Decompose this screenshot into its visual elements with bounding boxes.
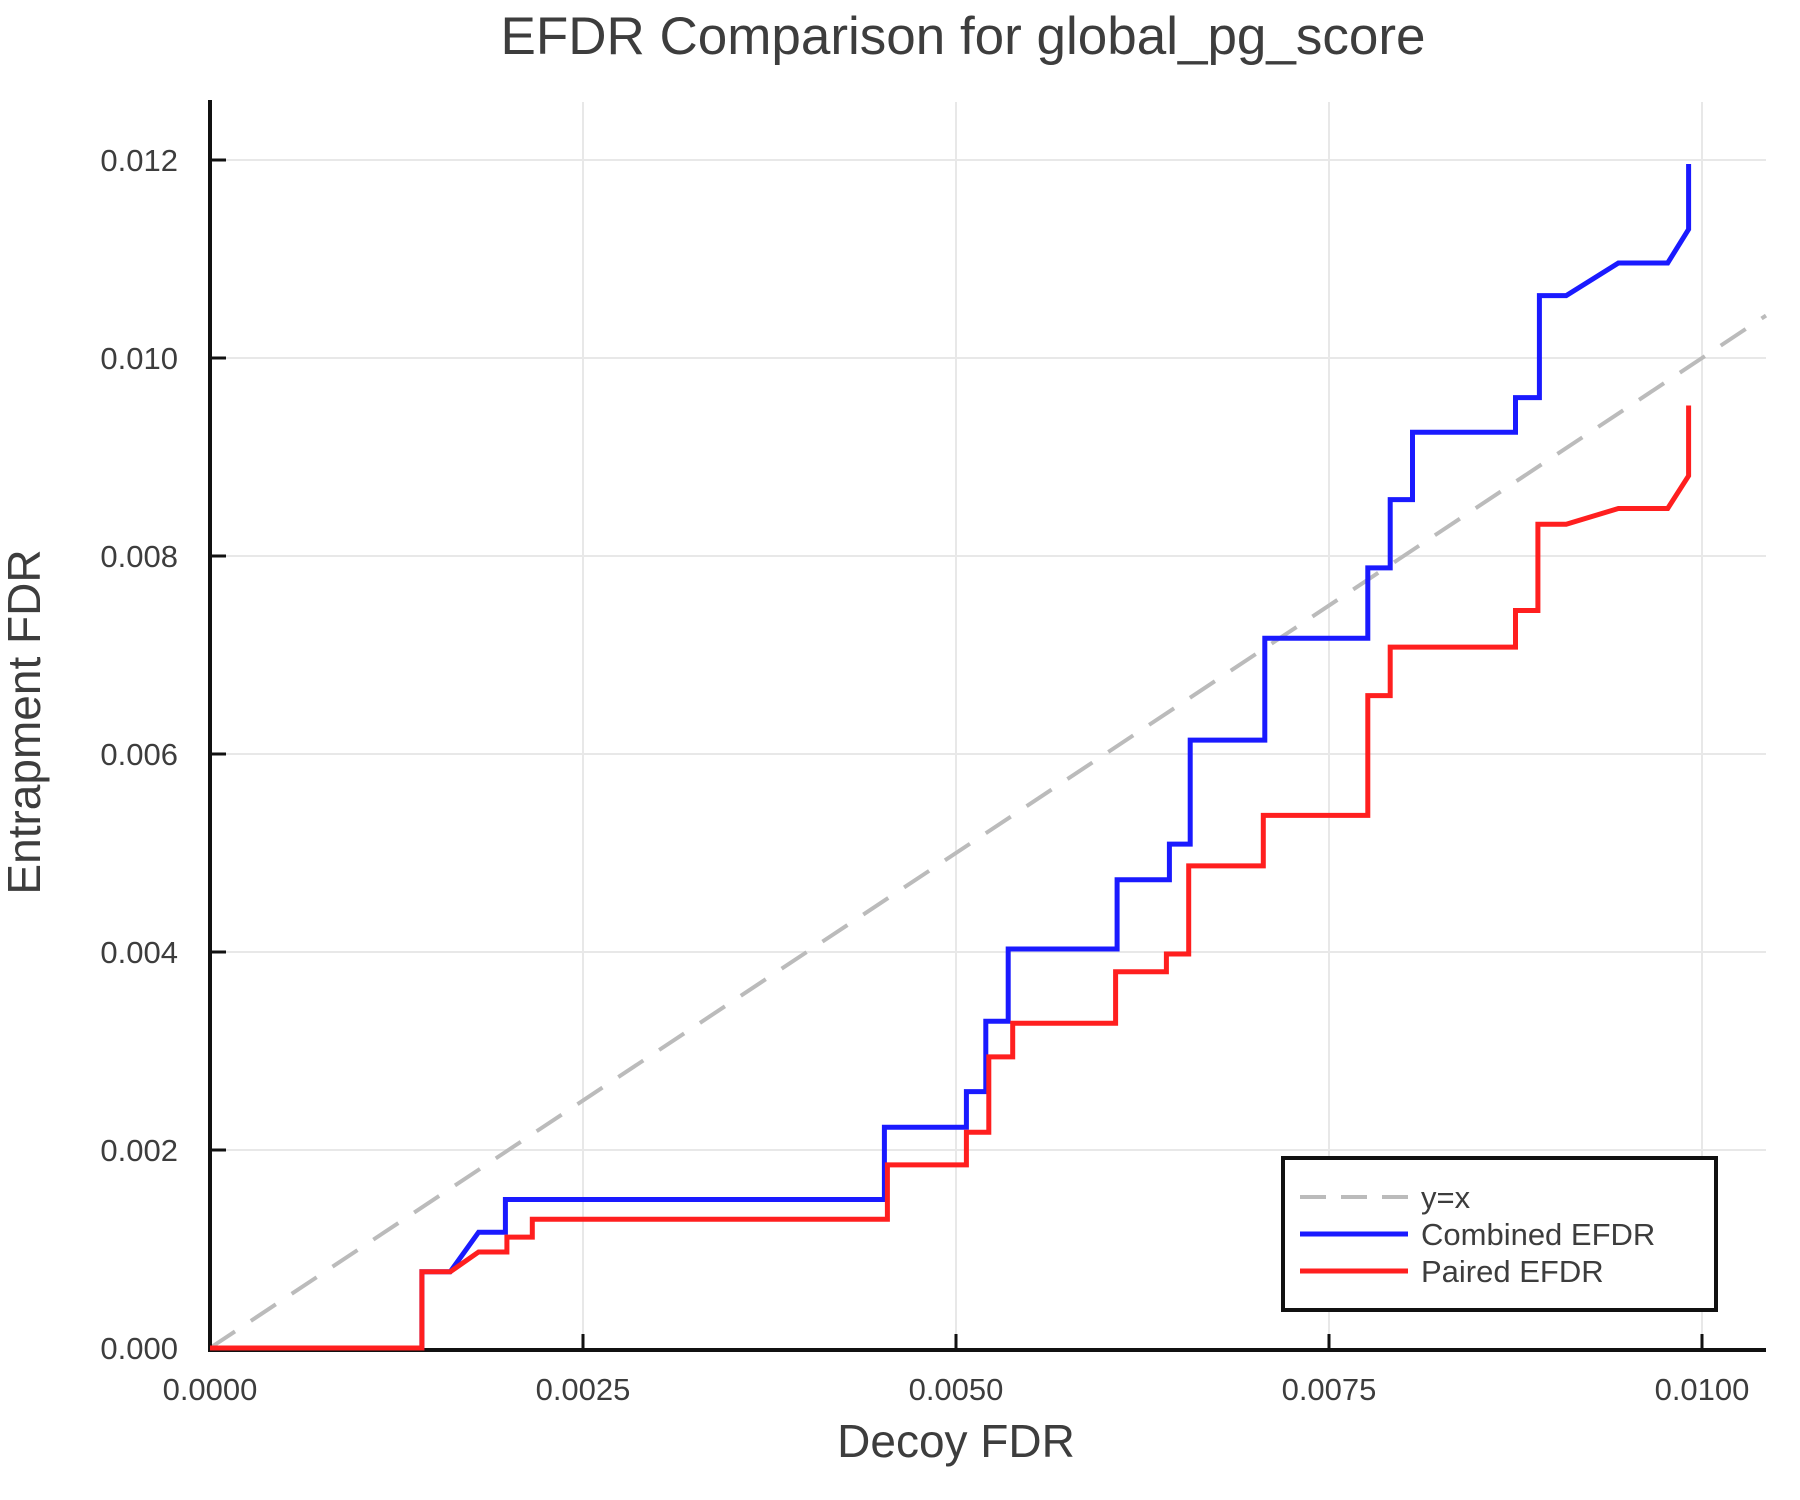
identity-line [208,313,1768,1350]
series-lines [210,164,1692,1351]
gridlines [210,102,1766,1350]
identity-line-layer [208,313,1768,1350]
legend-label-3: Paired EFDR [1421,1254,1604,1289]
x-tick-label: 0.0025 [536,1372,631,1407]
tick-labels: 0.0000 0.0025 0.0050 0.0075 0.0100 0.000 0.002… [100,143,1749,1407]
y-tick-label: 0.010 [100,341,178,376]
y-tick-label: 0.004 [100,935,178,970]
x-tick-label: 0.0000 [163,1372,258,1407]
combined-efdr-line [210,164,1692,1351]
axes-spines [208,100,1766,1352]
legend-label-2: Combined EFDR [1421,1217,1655,1252]
y-tick-label: 0.008 [100,539,178,574]
y-tick-label: 0.006 [100,737,178,772]
x-tick-label: 0.0050 [909,1372,1004,1407]
paired-efdr-line [210,405,1692,1351]
x-axis-label: Decoy FDR [837,1415,1075,1467]
x-tick-label: 0.0075 [1282,1372,1377,1407]
y-tick-label: 0.012 [100,143,178,178]
chart-title: EFDR Comparison for global_pg_score [501,7,1426,66]
legend-label-1: y=x [1421,1180,1471,1215]
x-tick-label: 0.0100 [1655,1372,1750,1407]
y-axis-label: Entrapment FDR [0,549,50,894]
y-tick-label: 0.002 [100,1133,178,1168]
y-tick-label: 0.000 [100,1331,178,1366]
